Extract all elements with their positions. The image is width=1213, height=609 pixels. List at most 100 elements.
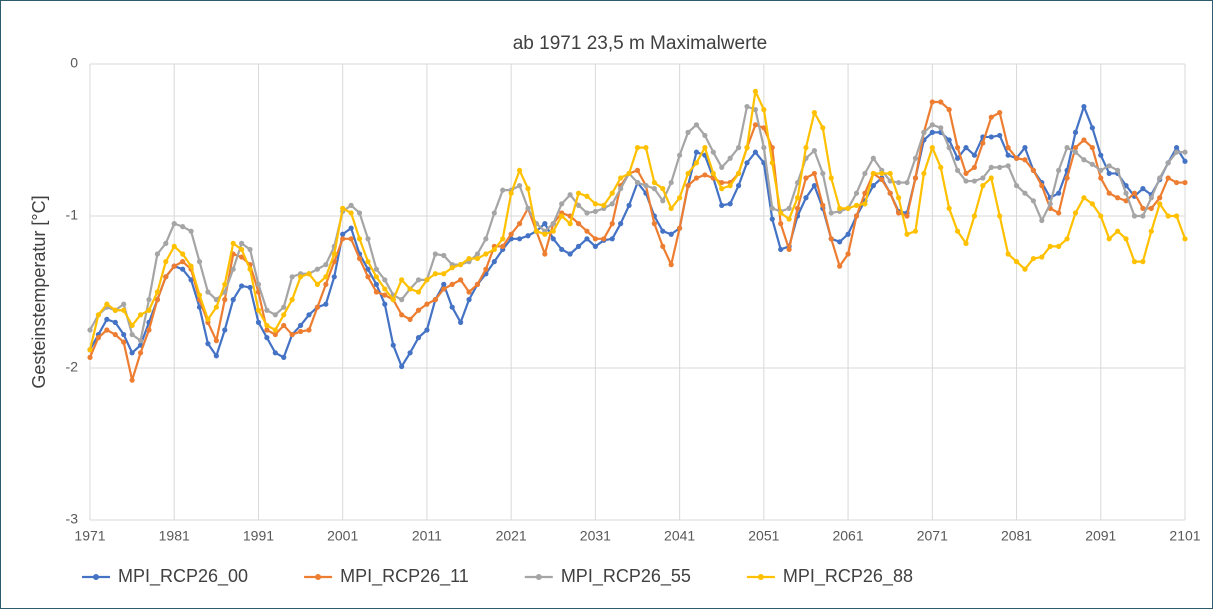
data-point (794, 195, 801, 201)
data-point (735, 183, 742, 189)
data-point (559, 246, 565, 253)
legend-label: MPI_RCP26_00 (118, 566, 248, 587)
data-point (702, 132, 708, 139)
data-point (196, 292, 203, 298)
data-point (1081, 103, 1087, 110)
data-point (1022, 266, 1028, 272)
data-point (980, 140, 986, 146)
data-point (323, 301, 329, 307)
data-point (921, 129, 927, 135)
data-point (778, 221, 784, 227)
data-point (735, 145, 742, 151)
data-point (466, 289, 472, 295)
data-point (348, 210, 354, 216)
data-point (1165, 160, 1171, 166)
data-point (432, 271, 438, 277)
data-point (1115, 167, 1121, 173)
data-point (508, 231, 514, 237)
data-point (1089, 201, 1095, 207)
data-point (575, 190, 582, 196)
data-point (1098, 213, 1104, 219)
data-point (1056, 210, 1062, 216)
data-point (1173, 149, 1180, 155)
data-point (314, 304, 321, 310)
data-point (752, 88, 759, 94)
data-point (415, 335, 422, 341)
data-point (853, 190, 860, 196)
legend-marker (315, 574, 322, 580)
data-point (803, 175, 809, 181)
data-point (230, 297, 236, 303)
data-point (870, 170, 876, 177)
data-point (929, 122, 935, 128)
data-point (356, 255, 363, 262)
data-point (205, 316, 211, 322)
data-point (1047, 243, 1053, 249)
data-point (188, 277, 194, 283)
data-point (458, 277, 464, 283)
data-point (1022, 157, 1028, 163)
data-point (651, 186, 657, 192)
data-point (1089, 125, 1095, 131)
data-point (685, 183, 691, 189)
legend-label: MPI_RCP26_88 (783, 566, 913, 587)
data-point (845, 205, 851, 211)
data-point (432, 251, 438, 257)
data-point (196, 259, 203, 265)
data-point (407, 350, 413, 356)
data-point (458, 319, 464, 325)
data-point (592, 208, 598, 215)
data-point (634, 167, 641, 173)
data-point (222, 281, 228, 287)
data-point (938, 164, 944, 170)
data-point (87, 354, 93, 360)
data-point (929, 129, 935, 135)
data-point (735, 170, 742, 177)
data-point (171, 263, 177, 269)
data-point (921, 170, 927, 177)
data-point (516, 167, 523, 173)
data-point (971, 213, 978, 219)
data-point (584, 210, 590, 216)
x-tick-label: 2021 (496, 528, 527, 544)
data-point (348, 236, 354, 242)
data-point (752, 149, 759, 155)
data-point (946, 145, 952, 151)
data-point (971, 178, 978, 184)
data-point (458, 262, 464, 268)
data-point (719, 164, 725, 170)
data-point (1081, 195, 1087, 201)
data-point (643, 145, 649, 151)
data-point (938, 125, 944, 131)
data-point (811, 148, 817, 154)
data-point (853, 202, 860, 208)
data-point (137, 312, 144, 318)
data-point (820, 170, 826, 177)
data-point (491, 210, 497, 216)
data-point (1013, 155, 1020, 161)
data-point (786, 216, 792, 222)
data-point (820, 202, 826, 208)
data-point (896, 195, 902, 201)
y-tick-label: -3 (66, 511, 79, 527)
data-point (1115, 195, 1121, 201)
data-point (912, 155, 919, 161)
data-point (567, 192, 573, 198)
data-point (399, 297, 405, 303)
data-point (272, 331, 278, 338)
data-point (415, 307, 422, 313)
data-point (1106, 170, 1112, 177)
data-point (550, 221, 556, 227)
x-tick-label: 2011 (412, 528, 442, 544)
data-point (719, 202, 725, 208)
data-point (609, 221, 615, 227)
data-point (1005, 251, 1011, 257)
data-point (432, 297, 438, 303)
data-point (340, 231, 346, 237)
data-point (1148, 195, 1154, 201)
data-point (331, 251, 337, 257)
y-tick-label: -2 (66, 359, 79, 375)
data-point (1131, 259, 1138, 265)
data-point (811, 183, 817, 189)
